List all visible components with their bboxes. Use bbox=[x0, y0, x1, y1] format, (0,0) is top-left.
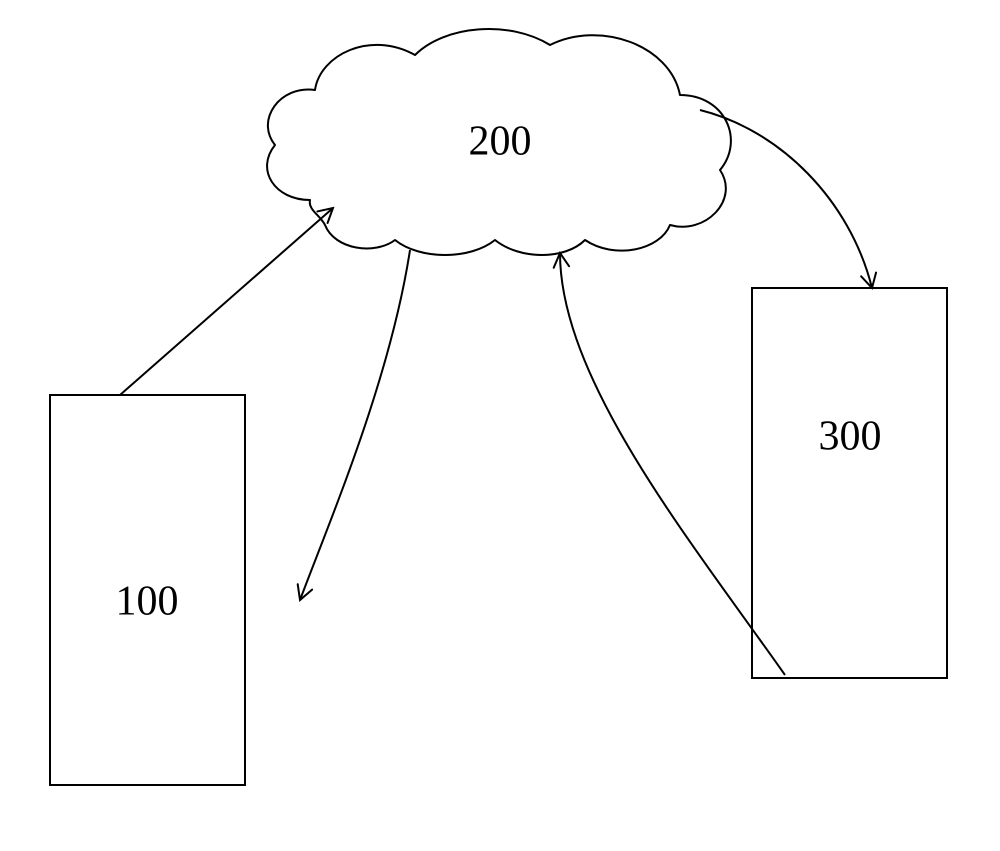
edge-cloud-to-right bbox=[700, 110, 872, 288]
label-300: 300 bbox=[819, 414, 882, 460]
label-100: 100 bbox=[116, 579, 179, 625]
edge-cloud-to-left bbox=[300, 250, 410, 600]
edge-left-to-cloud bbox=[120, 208, 333, 395]
label-200: 200 bbox=[469, 119, 532, 165]
node-box-300 bbox=[752, 288, 947, 678]
